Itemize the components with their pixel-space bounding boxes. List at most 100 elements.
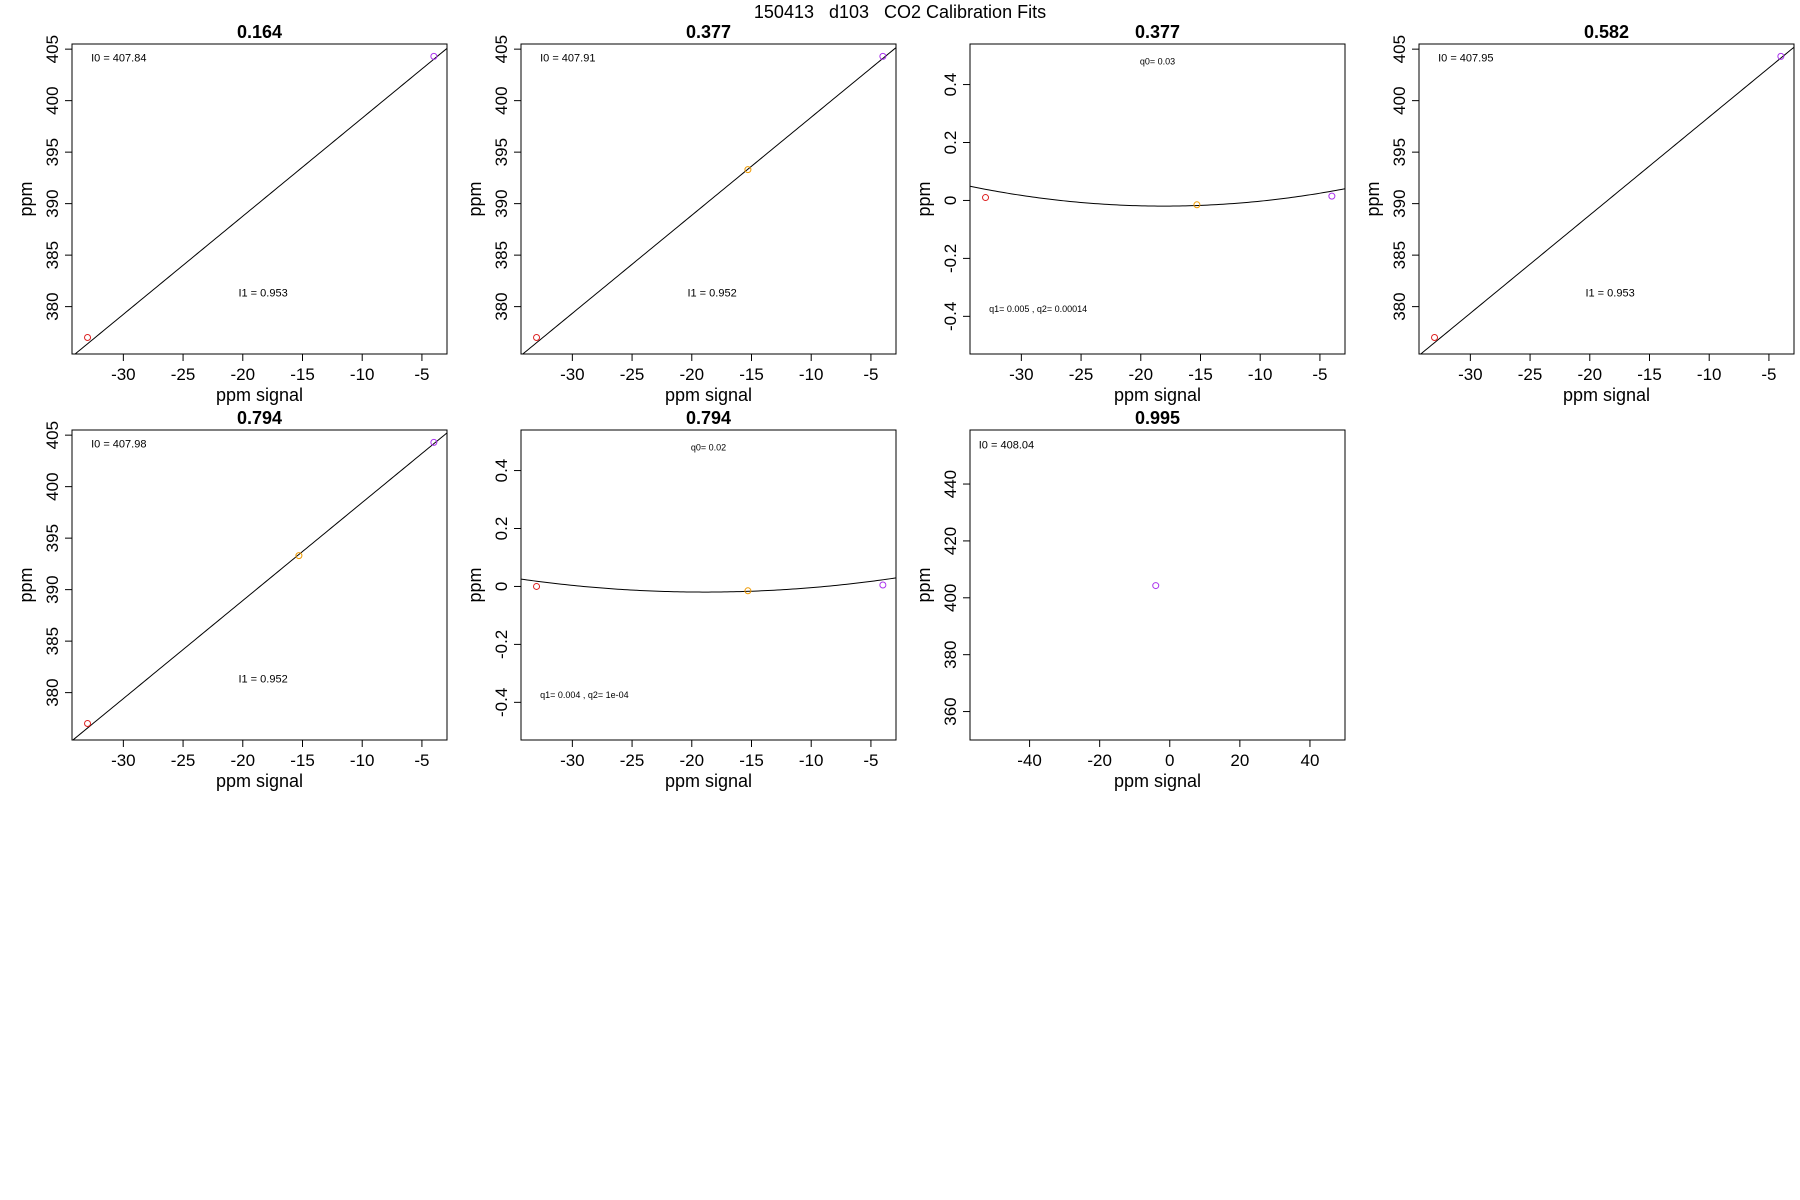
x-tick-label: -20 [1128, 365, 1153, 384]
y-tick-label: 390 [1390, 189, 1409, 217]
y-tick-label: 390 [43, 575, 62, 603]
x-tick-label: -5 [414, 751, 429, 770]
x-tick-label: 40 [1300, 751, 1319, 770]
x-tick-label: 0 [1165, 751, 1174, 770]
fit-line [522, 47, 896, 354]
x-tick-label: -5 [1761, 365, 1776, 384]
x-tick-label: -15 [1637, 365, 1662, 384]
y-tick-label: 385 [1390, 241, 1409, 269]
x-tick-label: -25 [1518, 365, 1543, 384]
y-axis-label: ppm [465, 567, 485, 602]
panel-2: -30 -25 -20 -15 -10 -5 380 385 390 395 400 405 ppm s… [465, 22, 897, 405]
fit-annotation: q0= 0.03 [1140, 56, 1175, 66]
y-tick-label: 390 [43, 189, 62, 217]
y-tick-label: 380 [43, 292, 62, 320]
x-tick-label: -5 [1312, 365, 1327, 384]
plot-frame [1418, 43, 1795, 355]
y-tick-label: 400 [941, 584, 960, 612]
x-tick-label: -25 [171, 365, 196, 384]
panel-title: 0.582 [1584, 22, 1629, 42]
fit-line [72, 432, 447, 740]
x-tick-label: -20 [679, 365, 704, 384]
y-tick-label: 400 [492, 86, 511, 114]
x-tick-label: -30 [111, 751, 136, 770]
y-axis-label: ppm [16, 567, 36, 602]
y-tick-label: 395 [1390, 138, 1409, 166]
plot-frame [969, 429, 1346, 741]
fit-annotation: q0= 0.02 [691, 442, 726, 452]
data-point [1328, 192, 1336, 200]
x-tick-label: -25 [171, 751, 196, 770]
x-tick-label: -25 [620, 751, 645, 770]
fit-line [970, 185, 1345, 207]
data-point [1431, 334, 1439, 342]
panel-5: -30 -25 -20 -15 -10 -5 380 385 390 395 400 405 ppm s… [16, 408, 448, 791]
y-tick-label: 0.2 [941, 131, 960, 155]
y-axis-label: ppm [16, 181, 36, 216]
y-tick-label: 440 [941, 470, 960, 498]
x-axis-label: ppm signal [665, 771, 752, 791]
x-tick-label: -15 [739, 751, 764, 770]
x-tick-label: -30 [560, 365, 585, 384]
fit-line [74, 47, 447, 354]
x-tick-label: -10 [1248, 365, 1273, 384]
x-tick-label: -10 [350, 751, 375, 770]
data-point [879, 52, 887, 60]
x-tick-label: -40 [1017, 751, 1042, 770]
fit-annotation: I0 = 407.91 [540, 53, 595, 65]
data-point [744, 587, 752, 595]
y-tick-label: 380 [43, 678, 62, 706]
x-tick-label: -5 [863, 751, 878, 770]
y-tick-label: 405 [492, 35, 511, 63]
data-point [430, 438, 438, 446]
x-tick-label: -10 [799, 365, 824, 384]
y-tick-label: 405 [43, 421, 62, 449]
x-tick-label: -25 [1069, 365, 1094, 384]
x-axis-label: ppm signal [1114, 385, 1201, 405]
x-tick-label: -5 [414, 365, 429, 384]
y-tick-label: 395 [43, 138, 62, 166]
x-tick-label: -20 [230, 365, 255, 384]
panel-4: -30 -25 -20 -15 -10 -5 380 385 390 395 400 405 ppm s… [1363, 22, 1795, 405]
y-tick-label: 390 [492, 189, 511, 217]
panel-1: -30 -25 -20 -15 -10 -5 380 385 390 395 400 405 ppm s… [16, 22, 448, 405]
x-tick-label: -30 [111, 365, 136, 384]
y-tick-label: 405 [43, 35, 62, 63]
y-tick-label: 385 [43, 627, 62, 655]
x-tick-label: -20 [1087, 751, 1112, 770]
plot-frame [71, 429, 448, 741]
y-tick-label: 420 [941, 527, 960, 555]
x-tick-label: -20 [230, 751, 255, 770]
y-tick-label: 380 [1390, 292, 1409, 320]
plot-frame [520, 43, 897, 355]
x-axis-label: ppm signal [1563, 385, 1650, 405]
data-point [295, 552, 303, 560]
y-tick-label: 0.2 [492, 517, 511, 541]
fit-annotation: q1= 0.005 , q2= 0.00014 [989, 304, 1087, 314]
y-axis-label: ppm [1363, 181, 1383, 216]
fit-annotation: q1= 0.004 , q2= 1e-04 [540, 690, 629, 700]
panel-6: -30 -25 -20 -15 -10 -5 -0.4 -0.2 0 0.2 0.4 ppm sign… [465, 408, 897, 791]
data-point [1777, 52, 1785, 60]
fit-annotation: I0 = 407.84 [91, 53, 146, 65]
panel-3: -30 -25 -20 -15 -10 -5 -0.4 -0.2 0 0.2 0.4 ppm sign… [914, 22, 1346, 405]
fit-annotation: I0 = 408.04 [979, 439, 1034, 451]
y-tick-label: 400 [1390, 86, 1409, 114]
fit-annotation: I1 = 0.952 [687, 287, 736, 299]
data-point [533, 334, 541, 342]
y-tick-label: -0.2 [492, 630, 511, 659]
x-tick-label: -30 [1458, 365, 1483, 384]
fit-annotation: I1 = 0.953 [238, 287, 287, 299]
x-tick-label: -15 [290, 751, 315, 770]
y-tick-label: 395 [43, 524, 62, 552]
x-tick-label: -20 [679, 751, 704, 770]
panel-title: 0.377 [1135, 22, 1180, 42]
y-tick-label: 385 [43, 241, 62, 269]
panel-title: 0.794 [237, 408, 282, 428]
fit-annotation: I0 = 407.95 [1438, 53, 1493, 65]
x-tick-label: -15 [739, 365, 764, 384]
x-tick-label: -15 [290, 365, 315, 384]
x-tick-label: -10 [799, 751, 824, 770]
fit-line [1419, 46, 1794, 354]
